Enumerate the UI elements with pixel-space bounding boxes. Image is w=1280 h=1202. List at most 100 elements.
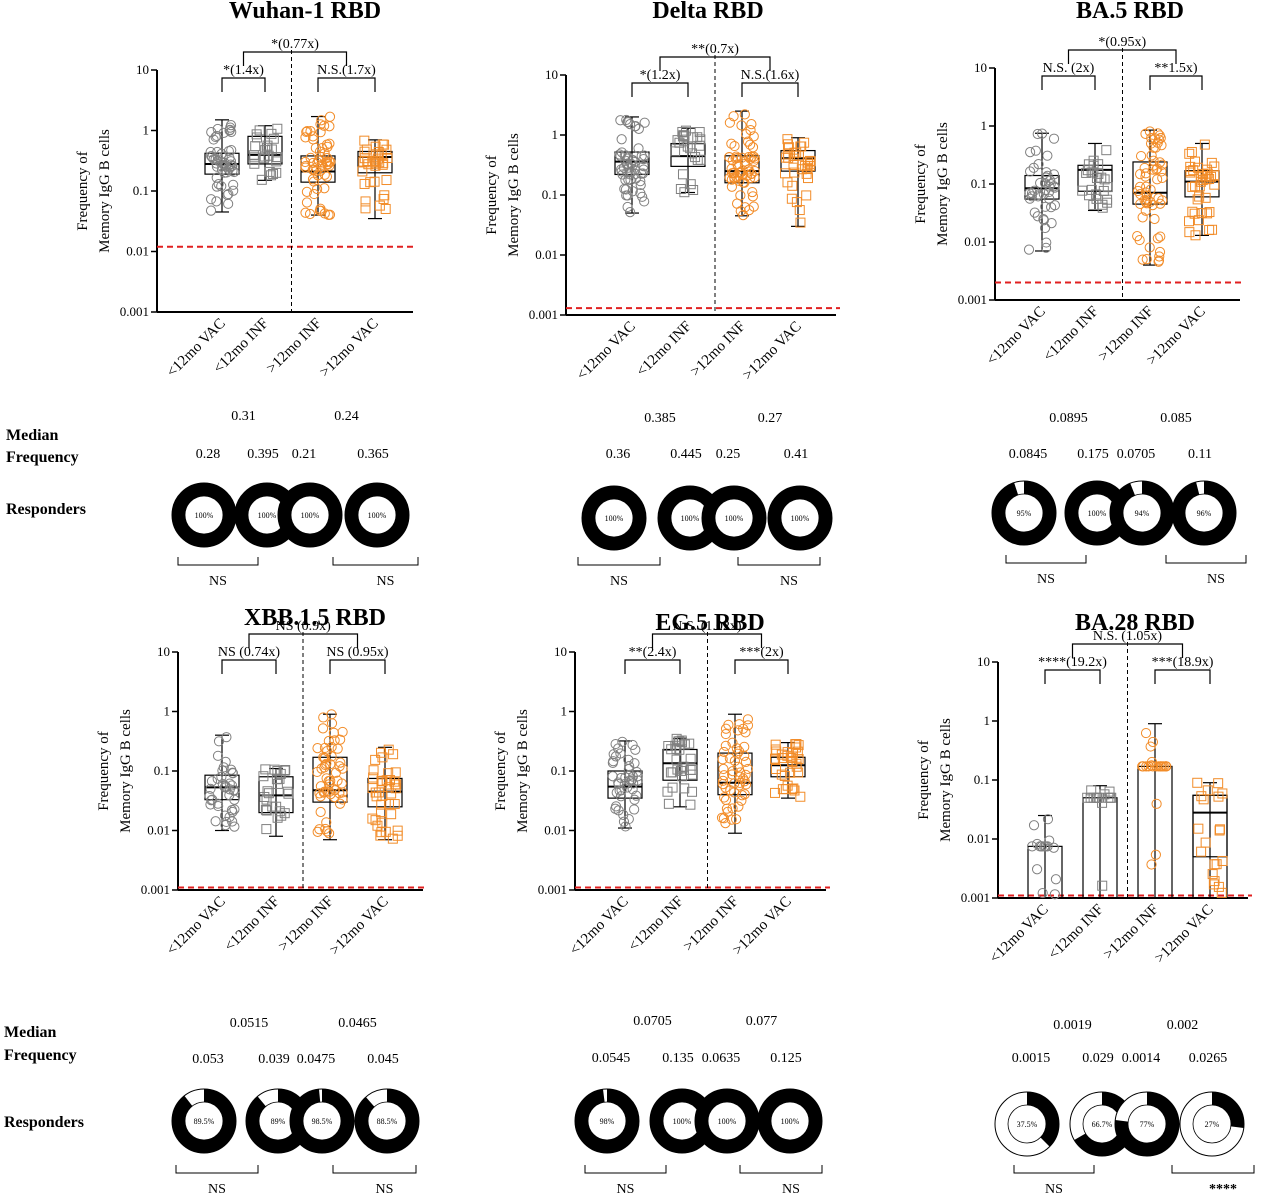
data-point xyxy=(1200,192,1211,203)
data-point xyxy=(312,183,323,195)
data-point xyxy=(325,775,336,786)
data-point xyxy=(1148,155,1159,166)
data-point xyxy=(1152,233,1163,244)
data-point xyxy=(326,751,337,762)
data-point xyxy=(1048,133,1060,144)
data-point xyxy=(1040,172,1052,183)
y-axis-label: Frequency of Memory IgG B cells xyxy=(913,122,951,246)
data-point xyxy=(1157,195,1168,206)
data-point xyxy=(324,121,335,132)
group-median-value: 0.053 xyxy=(192,1052,224,1067)
significance-label: ***(18.9x) xyxy=(1152,655,1214,670)
data-point xyxy=(1216,887,1227,898)
group-median-value: 0.0635 xyxy=(702,1051,741,1066)
pair-median-value: 0.002 xyxy=(1167,1018,1199,1033)
data-point xyxy=(666,744,677,755)
responders-donut: 100% xyxy=(649,1088,715,1154)
chart-title: BA.28 RBD xyxy=(1075,610,1195,636)
donut-percent-label: 96% xyxy=(1197,509,1212,518)
y-tick-label: 0.01 xyxy=(544,823,567,838)
bar xyxy=(1137,765,1173,899)
data-point xyxy=(1185,167,1196,178)
data-point xyxy=(732,725,743,736)
significance-bracket xyxy=(1041,75,1096,90)
responder-test-label: **** xyxy=(1209,1182,1237,1197)
data-point xyxy=(226,161,237,172)
significance-label: *(1.4x) xyxy=(223,63,264,78)
data-point xyxy=(205,194,217,205)
y-tick-label: 0.001 xyxy=(961,890,990,905)
data-point xyxy=(726,814,737,825)
data-point xyxy=(1192,194,1203,205)
data-point xyxy=(1202,785,1213,796)
donut-hole xyxy=(714,498,754,538)
data-point xyxy=(226,126,237,138)
data-point xyxy=(262,786,273,797)
y-axis-label-line2: Memory IgG B cells xyxy=(515,709,531,833)
donut-percent-label: 77% xyxy=(1140,1120,1155,1129)
data-point xyxy=(1209,179,1220,190)
data-point xyxy=(227,165,238,177)
data-point xyxy=(314,824,325,835)
group-median-value: 0.0015 xyxy=(1012,1051,1051,1066)
group-4 xyxy=(357,135,393,220)
data-point xyxy=(375,830,386,841)
data-point xyxy=(1190,230,1201,241)
data-point xyxy=(729,140,740,152)
data-point xyxy=(1209,161,1220,172)
data-point xyxy=(221,167,232,178)
group-4 xyxy=(770,739,806,802)
y-tick-label: 1 xyxy=(164,704,171,719)
data-point xyxy=(319,752,331,764)
data-point xyxy=(324,111,336,122)
responder-test-bracket xyxy=(332,1165,417,1174)
data-point xyxy=(212,123,223,135)
data-point xyxy=(629,794,640,805)
data-point xyxy=(1097,797,1108,808)
data-point xyxy=(739,789,750,800)
data-point xyxy=(787,180,798,191)
data-point xyxy=(675,183,686,194)
data-point xyxy=(617,736,628,747)
data-point xyxy=(1137,212,1148,223)
pair-median-value: 0.0895 xyxy=(1049,411,1088,426)
data-point xyxy=(334,788,345,799)
group-median-value: 0.0475 xyxy=(297,1052,336,1067)
data-point xyxy=(729,787,740,798)
donut-filled-arc xyxy=(768,486,832,550)
data-point xyxy=(746,119,757,130)
y-axis-label-line2: Memory IgG B cells xyxy=(118,709,134,833)
donut-percent-label: 89% xyxy=(271,1117,286,1126)
data-point xyxy=(271,774,282,785)
data-point xyxy=(743,151,754,163)
row-labels-top: Median Frequency Responders xyxy=(6,427,86,518)
data-point xyxy=(620,772,631,783)
data-point xyxy=(371,791,382,802)
data-point xyxy=(211,181,222,192)
group-4 xyxy=(367,744,403,844)
chart-panel-6: BA.28 RBD Frequency of Memory IgG B cells 0… xyxy=(916,610,1255,1197)
responder-test-label: NS xyxy=(376,1182,394,1197)
data-point xyxy=(1155,761,1166,772)
data-point xyxy=(301,197,313,208)
responder-test-bracket xyxy=(584,1165,667,1174)
group-1 xyxy=(607,736,643,832)
data-point xyxy=(1140,197,1152,208)
data-point xyxy=(785,767,796,778)
data-point xyxy=(377,790,388,801)
data-point xyxy=(376,150,387,161)
y-axis-label-line2: Memory IgG B cells xyxy=(938,718,954,842)
data-point xyxy=(332,743,343,754)
group-2 xyxy=(247,123,283,185)
donut-hole xyxy=(707,1101,747,1141)
data-point xyxy=(727,766,738,777)
significance-bracket xyxy=(221,659,277,674)
significance-label: **1.5x) xyxy=(1154,61,1198,76)
responders-donut: 27% xyxy=(1179,1091,1245,1157)
data-point xyxy=(1037,887,1048,899)
significance-bracket xyxy=(1071,643,1184,658)
data-point xyxy=(319,183,330,194)
pair-median-value: 0.31 xyxy=(231,409,256,424)
y-axis-label-line1: Frequency of xyxy=(75,151,91,231)
data-point xyxy=(217,151,228,162)
